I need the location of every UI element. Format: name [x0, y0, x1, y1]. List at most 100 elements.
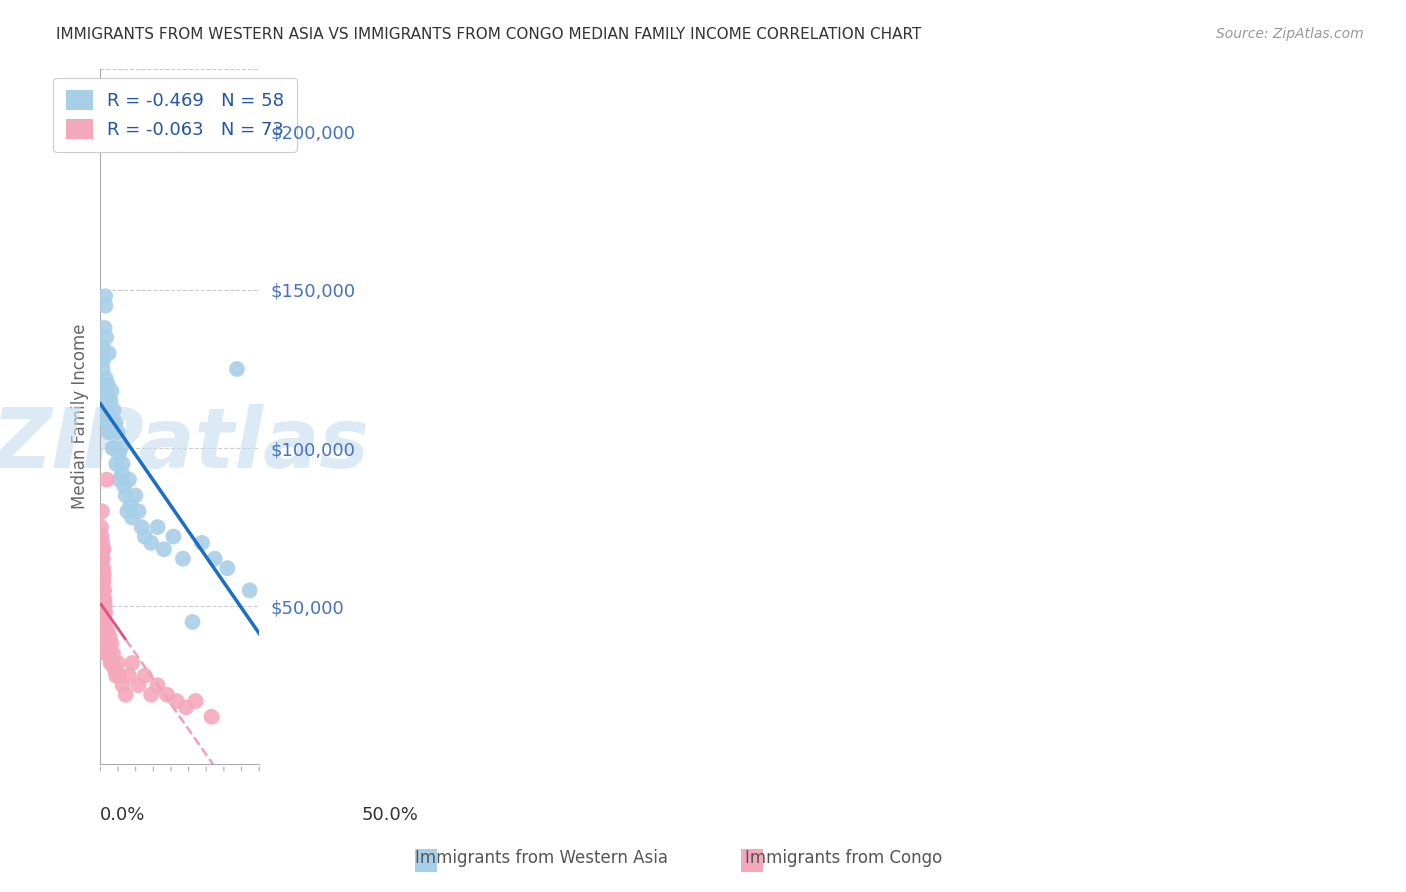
Point [91, 583, 114, 598]
Point [100, 656, 122, 670]
Point [100, 425, 122, 440]
Point [107, 425, 129, 440]
Point [94, 637, 117, 651]
Point [94, 624, 117, 639]
Y-axis label: Median Family Income: Median Family Income [72, 324, 89, 509]
Point [96, 637, 118, 651]
Text: Immigrants from Congo: Immigrants from Congo [745, 849, 942, 867]
Point [94, 289, 117, 303]
Point [90, 583, 112, 598]
Point [93, 574, 115, 588]
Point [120, 498, 142, 512]
Point [98, 409, 121, 424]
Text: ZIPatlas: ZIPatlas [0, 404, 368, 484]
Point [141, 536, 163, 550]
Point [124, 488, 146, 502]
Point [127, 504, 149, 518]
Point [91, 592, 114, 607]
Point [91, 340, 114, 354]
Point [96, 403, 118, 417]
Point [91, 536, 114, 550]
Point [90, 520, 112, 534]
Point [101, 416, 124, 430]
Point [93, 377, 115, 392]
Point [91, 618, 114, 632]
Point [162, 530, 184, 544]
Point [104, 416, 127, 430]
Point [97, 393, 120, 408]
Point [108, 473, 131, 487]
Point [96, 384, 118, 398]
Point [93, 567, 115, 582]
Point [93, 592, 115, 607]
Point [94, 631, 117, 645]
Point [93, 583, 115, 598]
Point [108, 669, 131, 683]
Point [100, 393, 122, 408]
Point [98, 416, 121, 430]
Point [93, 321, 115, 335]
Point [96, 637, 118, 651]
Point [93, 637, 115, 651]
Point [111, 467, 134, 481]
Point [146, 520, 169, 534]
Point [91, 631, 114, 645]
Point [96, 416, 118, 430]
Point [96, 409, 118, 424]
Point [146, 678, 169, 692]
Point [105, 669, 128, 683]
Point [98, 647, 121, 661]
Point [91, 551, 114, 566]
Point [204, 551, 226, 566]
Point [239, 583, 262, 598]
Point [134, 669, 156, 683]
Point [90, 530, 112, 544]
Point [91, 504, 114, 518]
Point [91, 567, 114, 582]
Point [114, 488, 136, 502]
Point [91, 551, 114, 566]
Text: 0.0%: 0.0% [100, 806, 146, 824]
Point [101, 441, 124, 455]
Point [97, 637, 120, 651]
Point [94, 631, 117, 645]
Point [166, 694, 188, 708]
Point [104, 441, 127, 455]
Point [91, 599, 114, 614]
Point [118, 473, 141, 487]
Point [118, 669, 141, 683]
Point [184, 694, 207, 708]
Point [97, 624, 120, 639]
Point [101, 656, 124, 670]
Point [191, 536, 214, 550]
Point [134, 530, 156, 544]
Legend: R = -0.469   N = 58, R = -0.063   N = 73: R = -0.469 N = 58, R = -0.063 N = 73 [53, 78, 297, 152]
Point [226, 362, 249, 376]
Point [91, 606, 114, 620]
Point [93, 542, 115, 557]
Point [93, 599, 115, 614]
Text: IMMIGRANTS FROM WESTERN ASIA VS IMMIGRANTS FROM CONGO MEDIAN FAMILY INCOME CORRE: IMMIGRANTS FROM WESTERN ASIA VS IMMIGRAN… [56, 27, 921, 42]
Point [93, 624, 115, 639]
Point [91, 346, 114, 360]
Point [96, 473, 118, 487]
Point [172, 551, 194, 566]
Point [93, 606, 115, 620]
Point [111, 678, 134, 692]
Point [91, 362, 114, 376]
Point [104, 662, 127, 676]
Text: Source: ZipAtlas.com: Source: ZipAtlas.com [1216, 27, 1364, 41]
Point [114, 688, 136, 702]
Text: Immigrants from Western Asia: Immigrants from Western Asia [415, 849, 668, 867]
Point [181, 615, 204, 629]
Point [105, 457, 128, 471]
Point [94, 606, 117, 620]
Point [107, 447, 129, 461]
Point [111, 457, 134, 471]
Point [156, 688, 179, 702]
Point [117, 504, 139, 518]
Point [94, 371, 117, 385]
Point [90, 542, 112, 557]
Point [97, 346, 120, 360]
Point [94, 299, 117, 313]
